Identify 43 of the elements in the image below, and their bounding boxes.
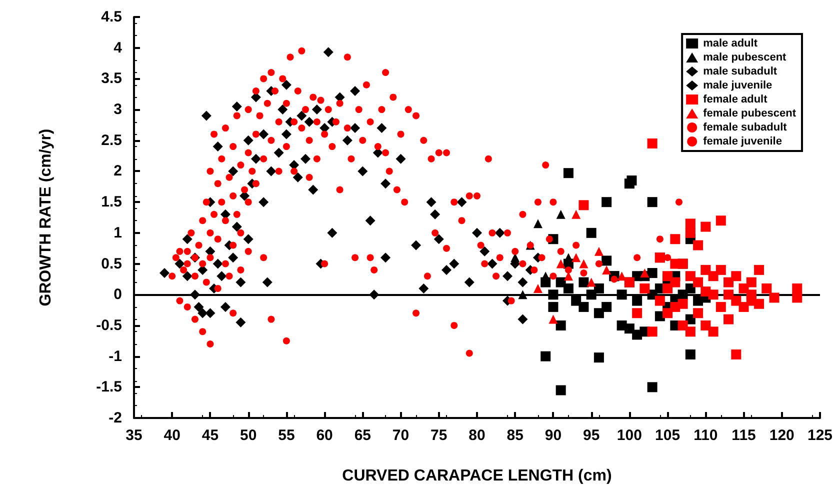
y-tick-label: -1 (108, 348, 122, 365)
legend-label: female juvenile (703, 136, 782, 148)
x-tick-label: 70 (392, 427, 410, 444)
legend-label: female subadult (703, 122, 788, 134)
x-tick-label: 105 (655, 427, 680, 444)
x-tick-label: 110 (694, 427, 718, 444)
y-tick-label: 4.5 (101, 8, 122, 26)
x-tick-label: 115 (732, 427, 756, 444)
y-axis-title: GROWTH RATE (cm/yr) (38, 128, 54, 306)
y-tick-label: 3.5 (101, 70, 122, 88)
y-tick-label: 1.5 (101, 194, 122, 211)
y-tick-label: 0.5 (101, 255, 122, 272)
x-tick-label: 120 (769, 427, 794, 444)
y-tick-label: 4 (114, 39, 123, 56)
legend-label: male subadult (703, 66, 778, 78)
legend-label: male juvenile (703, 80, 772, 92)
y-tick-label: -1.5 (96, 378, 122, 396)
legend-label: male adult (703, 38, 758, 50)
x-tick-label: 85 (506, 427, 524, 444)
x-tick-label: 45 (202, 427, 219, 444)
x-tick-label: 55 (278, 427, 295, 444)
x-tick-label: 40 (164, 427, 180, 444)
x-tick-label: 50 (240, 427, 257, 444)
x-tick-label: 90 (544, 427, 562, 444)
y-tick-label: 0 (114, 286, 122, 304)
legend-label: female pubescent (703, 108, 796, 120)
x-tick-label: 65 (354, 427, 372, 444)
x-tick-label: 60 (316, 427, 333, 444)
x-tick-label: 100 (616, 427, 642, 444)
x-axis-title: CURVED CARAPACE LENGTH (cm) (342, 468, 612, 484)
x-tick-label: 75 (430, 427, 448, 444)
y-tick-label: 2 (114, 162, 122, 180)
y-tick-label: -2 (108, 410, 122, 426)
y-tick-label: 2.5 (101, 132, 122, 149)
legend-label: male pubescent (703, 52, 787, 64)
y-tick-label: -0.5 (96, 316, 122, 334)
x-tick-label: 35 (126, 427, 142, 444)
x-tick-label: 95 (582, 427, 600, 444)
x-tick-label: 125 (807, 427, 833, 444)
y-tick-label: 3 (114, 101, 122, 118)
legend-label: female adult (703, 94, 768, 106)
y-tick-label: 1 (114, 224, 122, 242)
x-tick-label: 80 (468, 427, 486, 444)
